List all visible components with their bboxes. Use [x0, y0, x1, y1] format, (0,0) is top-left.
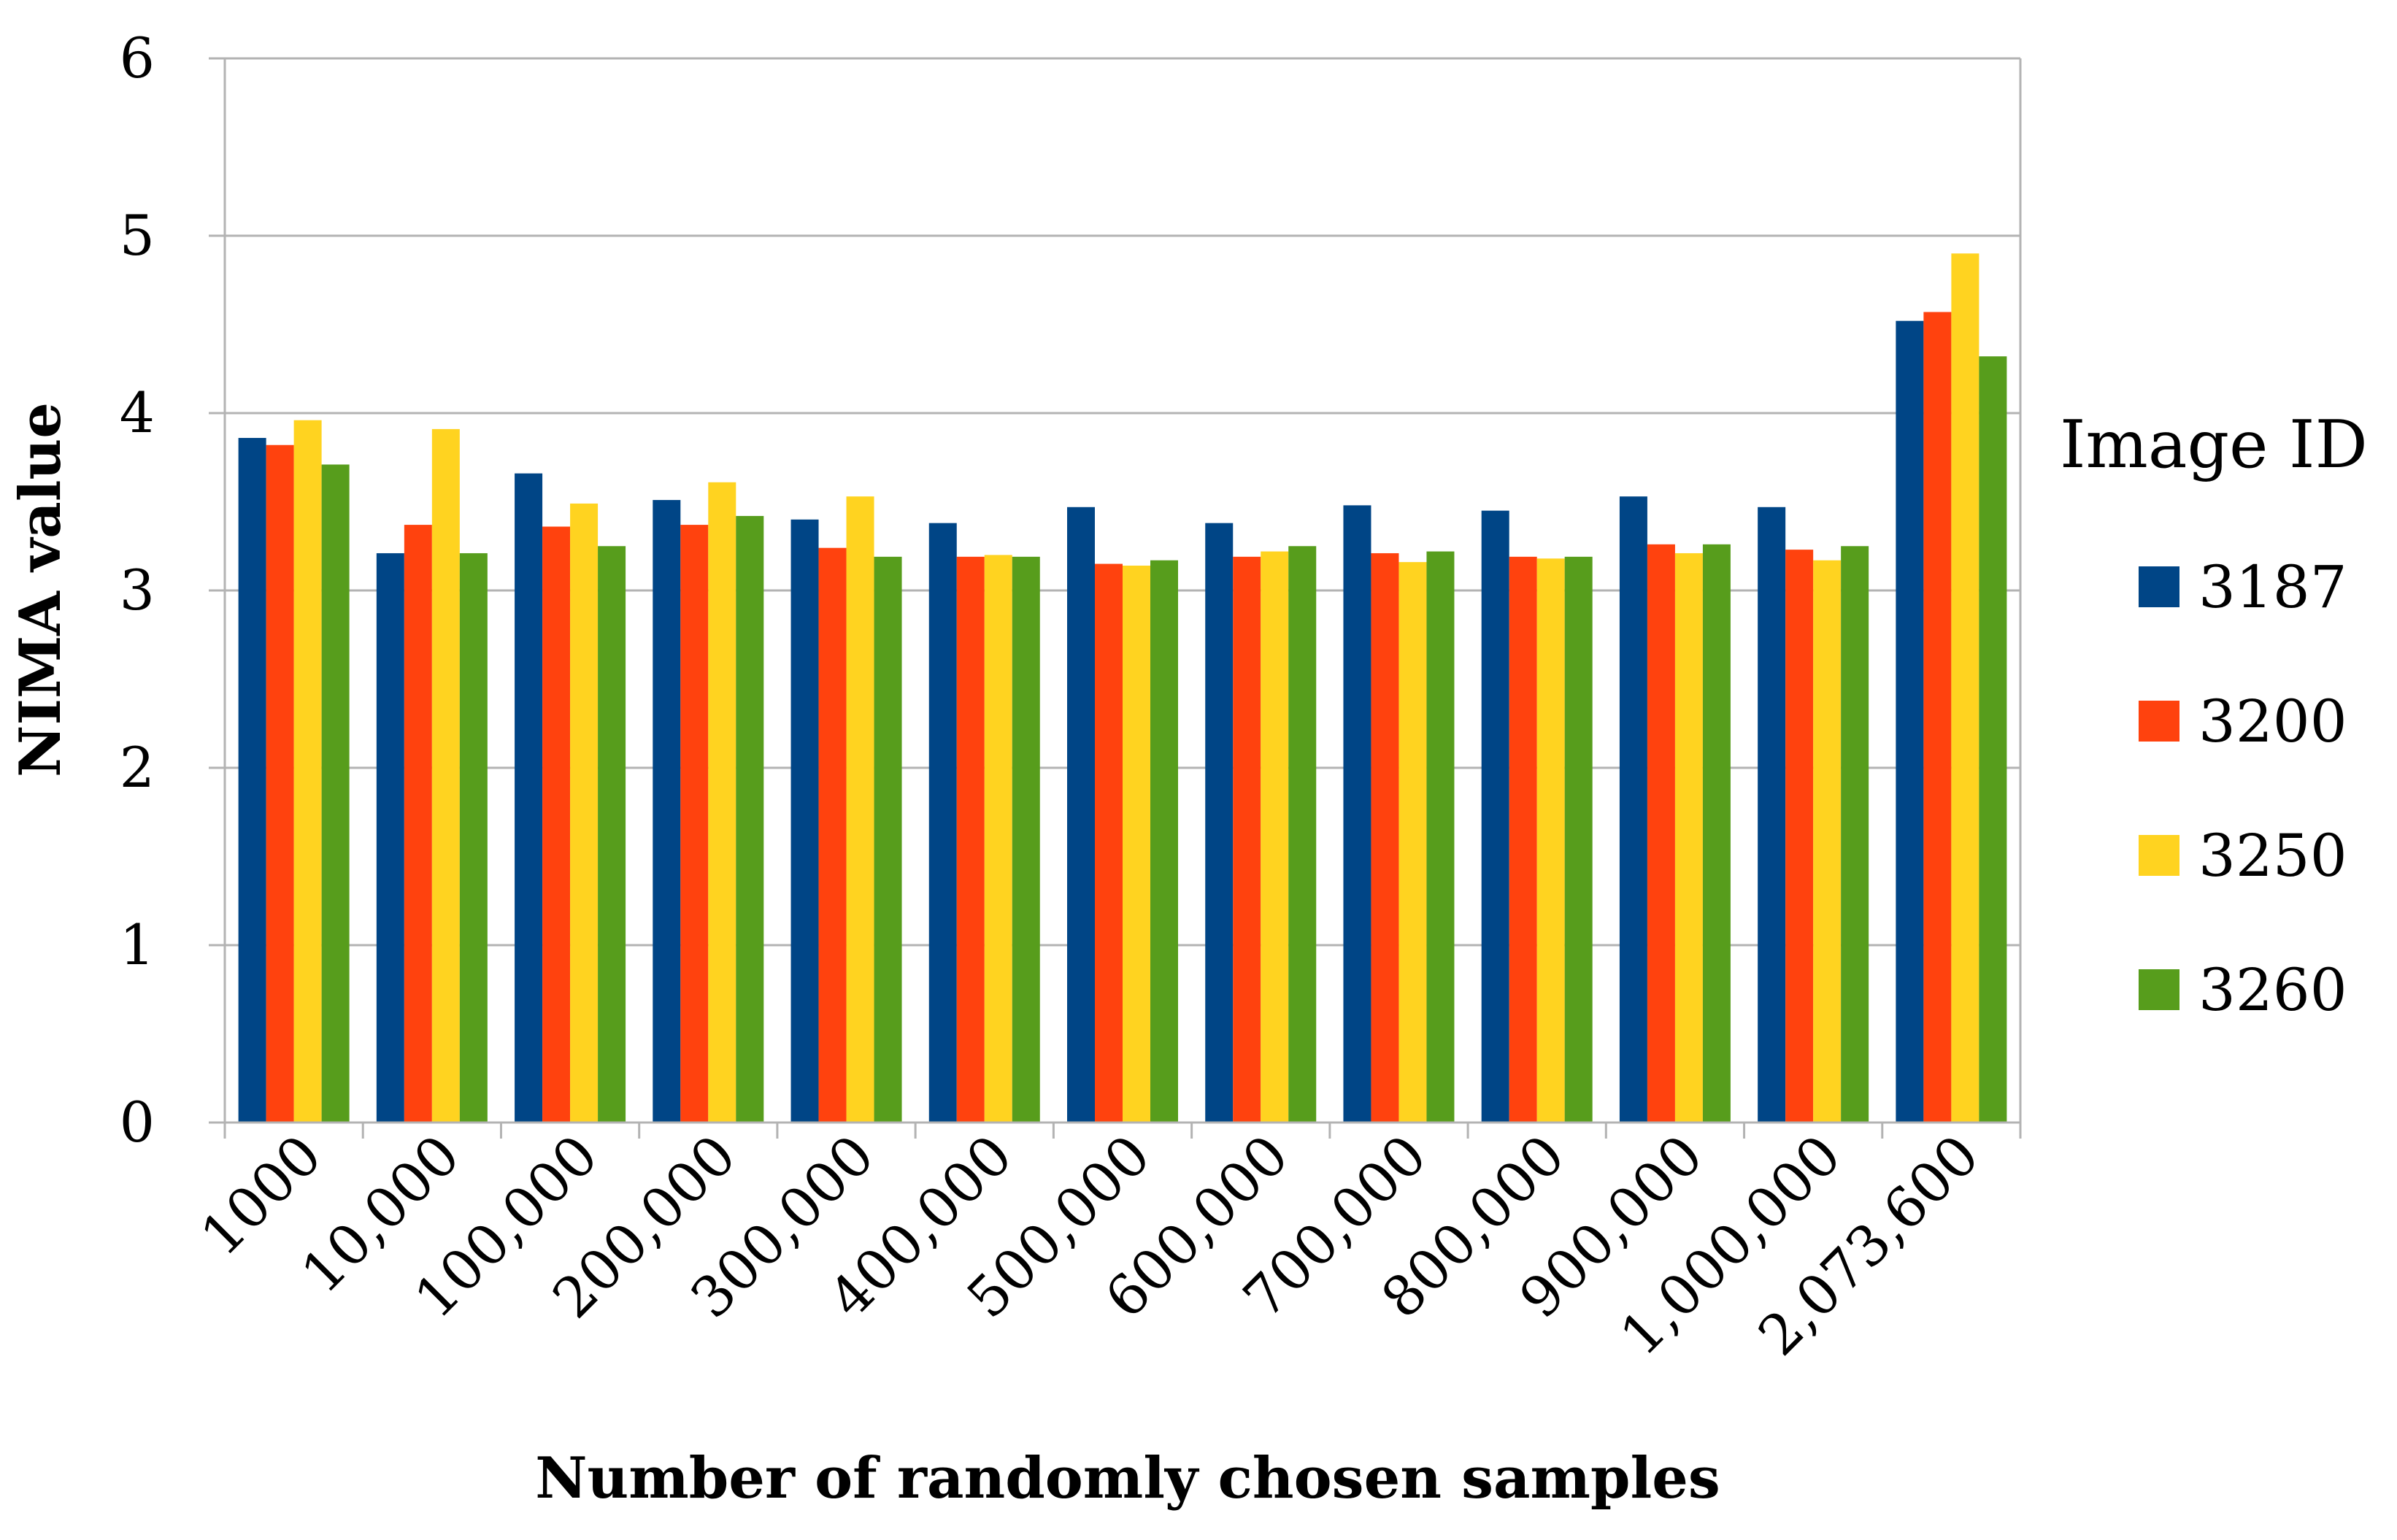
x-axis-ticks: 100010,000100,000200,000300,000400,00050…: [188, 1121, 2022, 1368]
bar-3200-100000: [542, 526, 571, 1123]
bar-3260-400000: [1012, 556, 1040, 1123]
bar-3260-100000: [598, 546, 626, 1123]
y-tick-label: 5: [120, 203, 155, 268]
legend-swatch-3200: [2139, 701, 2179, 742]
bar-3187-500000: [1067, 507, 1095, 1123]
bar-3187-100000: [515, 473, 543, 1123]
bar-3187-2073600: [1896, 320, 1924, 1123]
x-axis-label: Number of randomly chosen samples: [535, 1445, 1720, 1512]
bar-3260-600000: [1288, 546, 1317, 1123]
bar-3260-500000: [1150, 560, 1178, 1123]
legend: Image ID 3187 3200 3250 3260: [2060, 407, 2368, 1024]
y-tick-label: 1: [120, 912, 155, 977]
y-tick-label: 6: [120, 26, 155, 91]
legend-swatch-3250: [2139, 835, 2179, 876]
y-tick-label: 4: [120, 380, 155, 445]
bar-3260-800000: [1564, 556, 1593, 1123]
bar-3260-1000: [321, 464, 350, 1123]
bar-3200-500000: [1095, 563, 1123, 1123]
bar-3250-800000: [1536, 558, 1565, 1123]
bar-3187-10000: [376, 553, 404, 1123]
bar-3260-300000: [874, 556, 902, 1123]
bar-3200-1000: [266, 444, 294, 1123]
legend-swatch-3187: [2139, 566, 2179, 607]
bar-3200-1000000: [1785, 550, 1814, 1123]
bar-3200-900000: [1647, 544, 1675, 1123]
bar-3187-700000: [1343, 505, 1371, 1123]
legend-title: Image ID: [2060, 407, 2368, 483]
y-tick-label: 2: [120, 735, 155, 800]
bar-3187-600000: [1205, 523, 1234, 1123]
bar-3260-1000000: [1841, 546, 1869, 1123]
legend-label-3260: 3260: [2198, 956, 2347, 1024]
bar-3250-900000: [1674, 553, 1703, 1123]
bar-3187-1000: [238, 438, 266, 1123]
bar-3187-800000: [1481, 510, 1509, 1123]
bar-3200-10000: [404, 525, 432, 1123]
bar-3260-200000: [736, 515, 764, 1123]
bar-3187-200000: [653, 500, 681, 1123]
bar-3250-2073600: [1951, 253, 1979, 1123]
legend-label-3250: 3250: [2198, 822, 2347, 890]
y-axis-ticks: 0 1 2 3 4 5 6: [120, 26, 225, 1155]
legend-label-3200: 3200: [2198, 688, 2347, 755]
bar-3200-200000: [680, 525, 709, 1123]
bar-3250-300000: [846, 496, 874, 1123]
y-tick-label: 0: [120, 1090, 155, 1155]
bar-3187-900000: [1619, 496, 1647, 1123]
bar-3187-1000000: [1758, 507, 1786, 1123]
bar-3200-700000: [1371, 553, 1399, 1123]
bar-3250-600000: [1261, 551, 1289, 1123]
bar-3250-1000: [293, 420, 322, 1123]
bar-3250-500000: [1123, 565, 1150, 1123]
bar-3200-300000: [818, 547, 847, 1123]
bar-3260-10000: [459, 553, 488, 1123]
y-axis-label: NIMA value: [7, 402, 74, 777]
bar-3187-400000: [928, 523, 957, 1123]
bar-3250-400000: [984, 555, 1012, 1123]
legend-label-3187: 3187: [2198, 553, 2347, 621]
bar-3250-200000: [708, 482, 736, 1123]
bars: [238, 253, 2007, 1123]
bar-3260-700000: [1426, 551, 1455, 1123]
bar-3250-10000: [431, 428, 460, 1123]
bar-3200-2073600: [1923, 312, 1952, 1123]
bar-3200-400000: [956, 556, 985, 1123]
bar-3250-100000: [570, 503, 599, 1123]
legend-swatch-3260: [2139, 969, 2179, 1010]
bar-3187-300000: [790, 519, 819, 1123]
bar-3200-800000: [1509, 556, 1537, 1123]
bar-3250-1000000: [1813, 560, 1842, 1123]
bar-3200-600000: [1233, 556, 1261, 1123]
y-tick-label: 3: [120, 558, 155, 623]
bar-3250-700000: [1398, 562, 1427, 1123]
bar-3260-900000: [1702, 544, 1731, 1123]
bar-3260-2073600: [1979, 356, 2007, 1123]
